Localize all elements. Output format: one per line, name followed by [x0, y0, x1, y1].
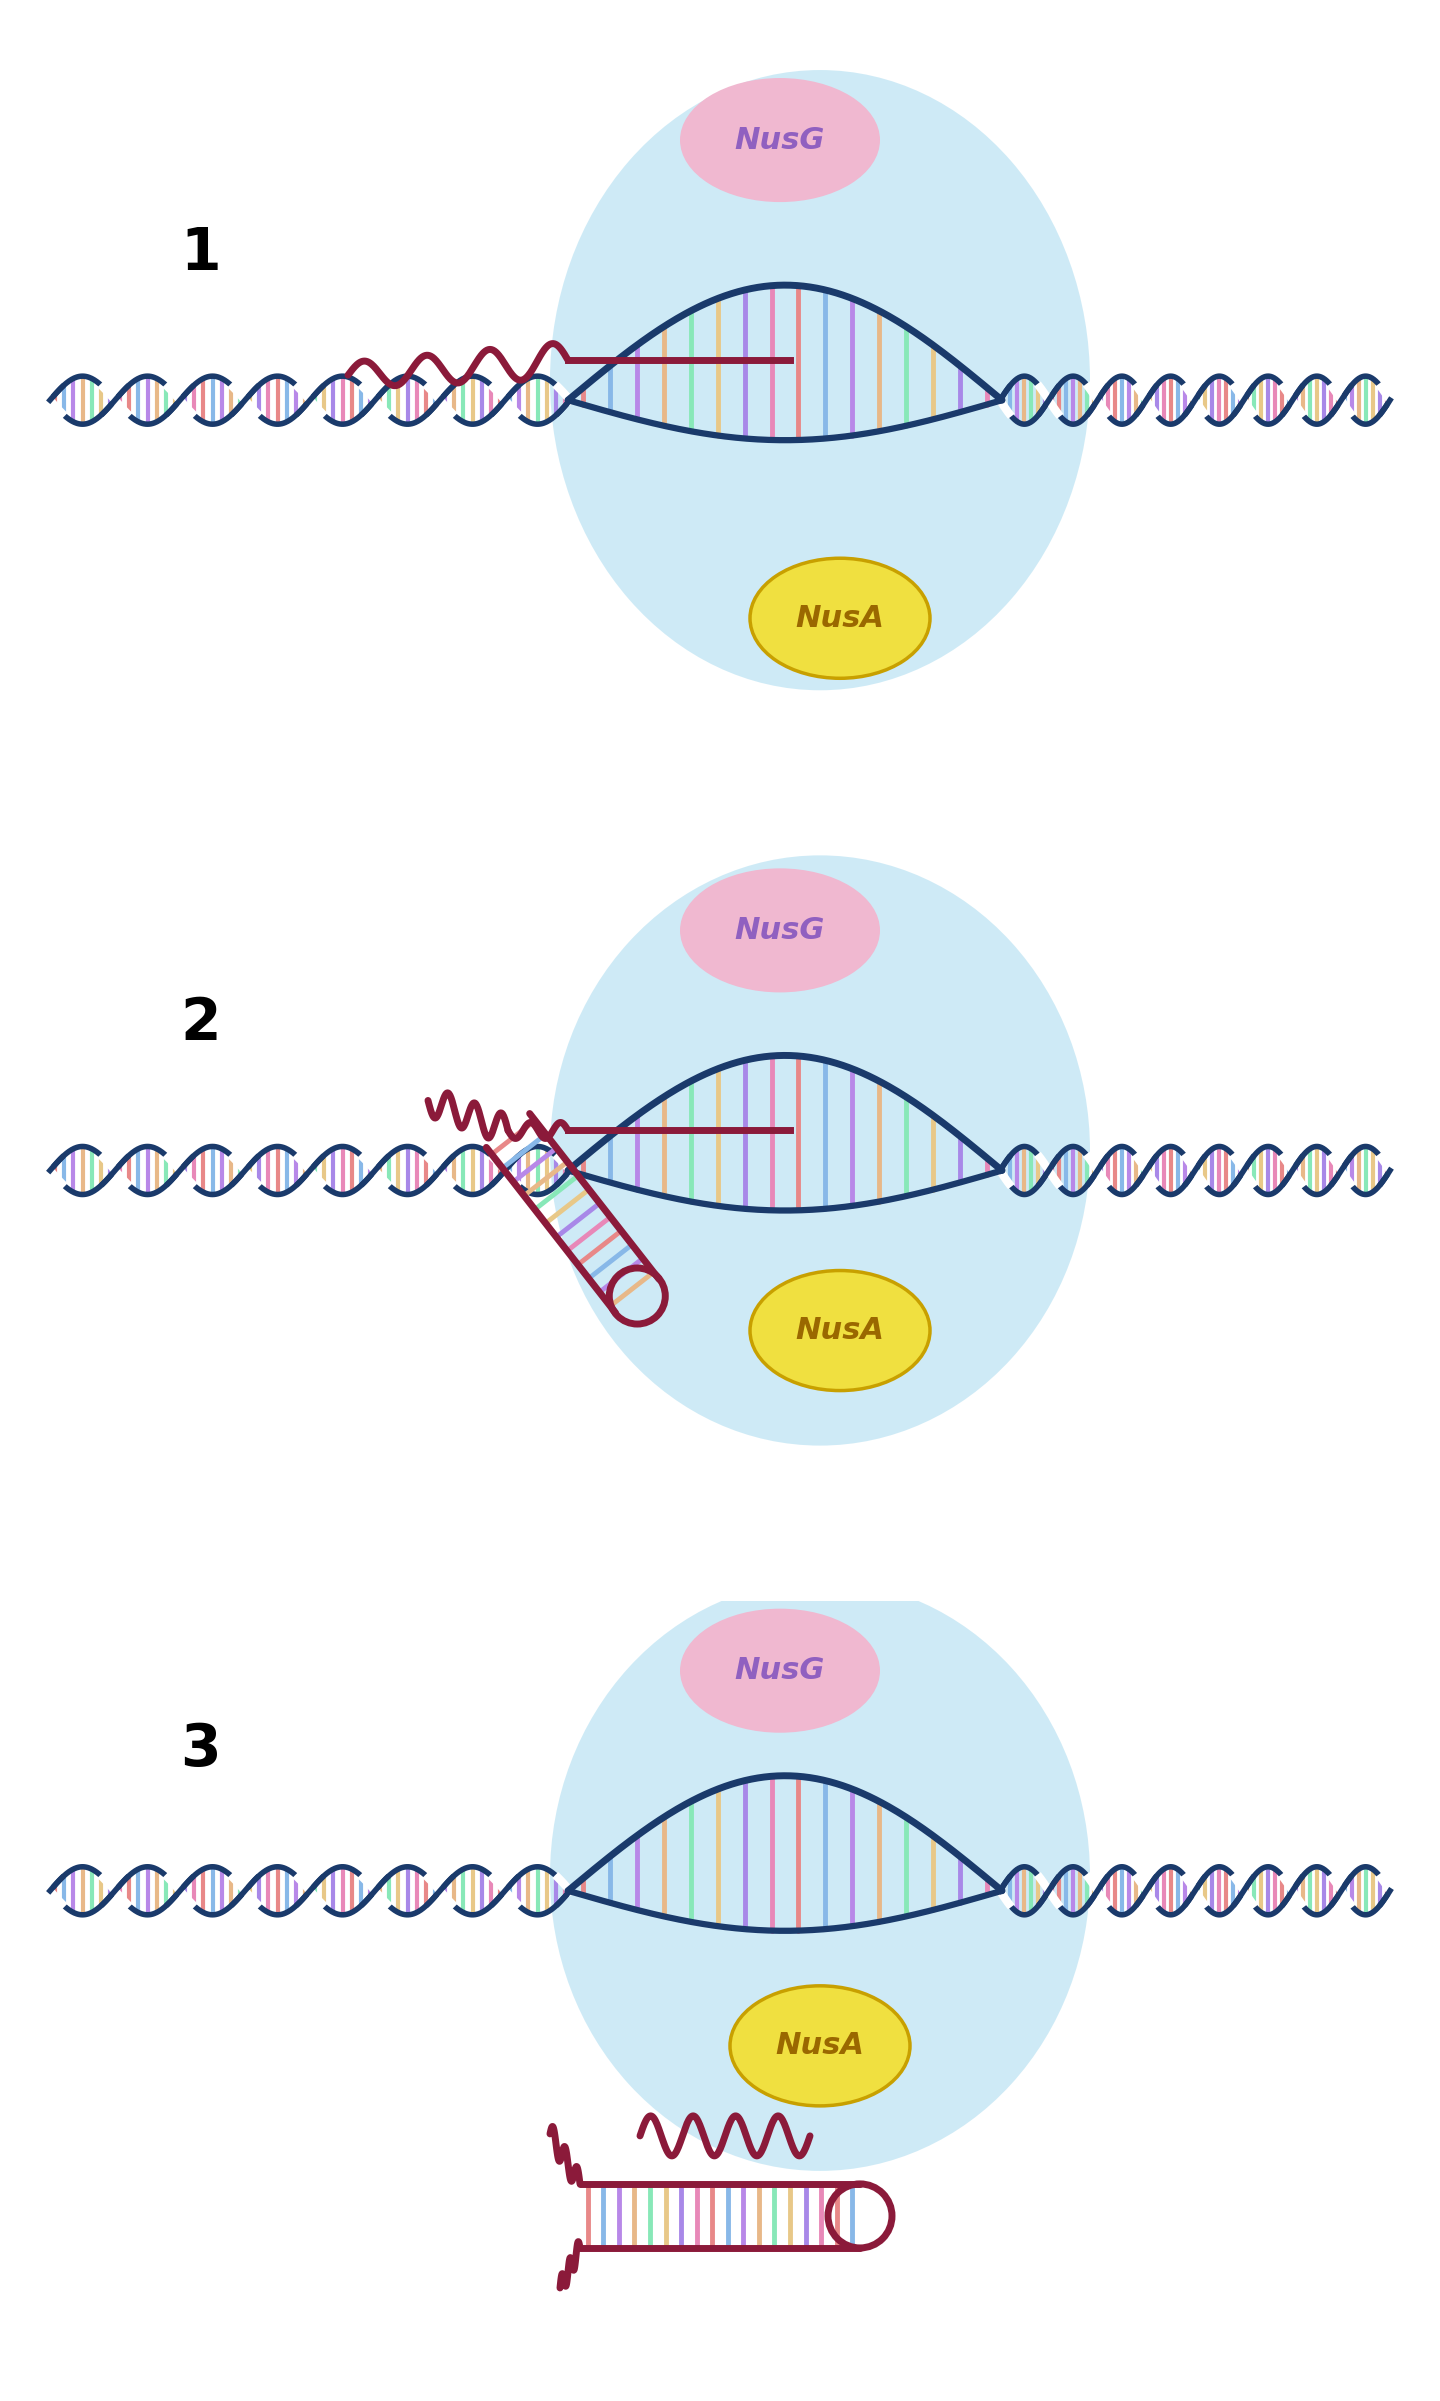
Text: 3: 3 — [180, 1722, 220, 1777]
Ellipse shape — [680, 1609, 880, 1734]
Ellipse shape — [680, 869, 880, 992]
Text: NusA: NusA — [776, 2031, 864, 2060]
Text: NusG: NusG — [734, 125, 825, 154]
Text: 1: 1 — [180, 226, 220, 281]
Ellipse shape — [680, 79, 880, 202]
Text: NusA: NusA — [795, 1316, 884, 1345]
Text: NusA: NusA — [795, 603, 884, 634]
Ellipse shape — [750, 1270, 930, 1390]
Ellipse shape — [730, 1986, 910, 2106]
Text: NusG: NusG — [734, 915, 825, 946]
Ellipse shape — [750, 557, 930, 677]
Ellipse shape — [550, 1580, 1090, 2171]
Text: NusG: NusG — [734, 1657, 825, 1686]
Text: 2: 2 — [180, 996, 220, 1052]
Ellipse shape — [550, 70, 1090, 691]
Ellipse shape — [550, 855, 1090, 1445]
